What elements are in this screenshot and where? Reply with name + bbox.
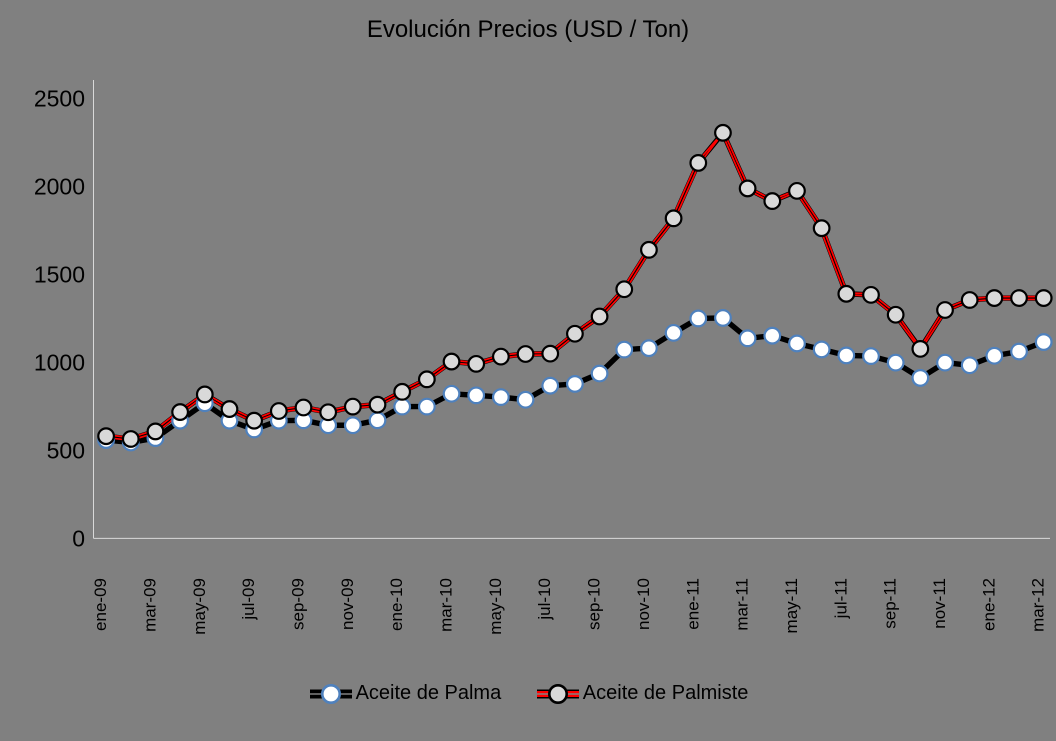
svg-text:jul-10: jul-10 — [535, 578, 554, 621]
svg-text:500: 500 — [47, 437, 85, 463]
svg-text:mar-12: mar-12 — [1029, 578, 1048, 632]
svg-text:sep-10: sep-10 — [585, 578, 604, 630]
svg-text:may-11: may-11 — [782, 578, 801, 633]
svg-text:mar-09: mar-09 — [140, 578, 159, 632]
svg-text:ene-10: ene-10 — [387, 578, 406, 631]
svg-text:sep-09: sep-09 — [288, 578, 307, 630]
svg-text:ene-09: ene-09 — [91, 578, 110, 631]
svg-text:may-10: may-10 — [486, 578, 505, 635]
svg-text:mar-11: mar-11 — [733, 578, 752, 631]
svg-text:nov-09: nov-09 — [338, 578, 357, 630]
svg-text:may-09: may-09 — [190, 578, 209, 635]
svg-text:sep-11: sep-11 — [881, 578, 900, 629]
svg-text:2000: 2000 — [34, 173, 85, 199]
svg-text:ene-11: ene-11 — [683, 578, 702, 630]
svg-text:jul-09: jul-09 — [239, 578, 258, 621]
svg-text:1000: 1000 — [34, 349, 85, 375]
svg-text:nov-10: nov-10 — [634, 578, 653, 630]
svg-text:0: 0 — [72, 525, 85, 551]
svg-text:nov-11: nov-11 — [930, 578, 949, 629]
svg-text:1500: 1500 — [34, 261, 85, 287]
svg-text:mar-10: mar-10 — [437, 578, 456, 632]
svg-text:ene-12: ene-12 — [979, 578, 998, 631]
svg-text:2500: 2500 — [34, 86, 85, 112]
svg-text:jul-11: jul-11 — [831, 578, 850, 619]
